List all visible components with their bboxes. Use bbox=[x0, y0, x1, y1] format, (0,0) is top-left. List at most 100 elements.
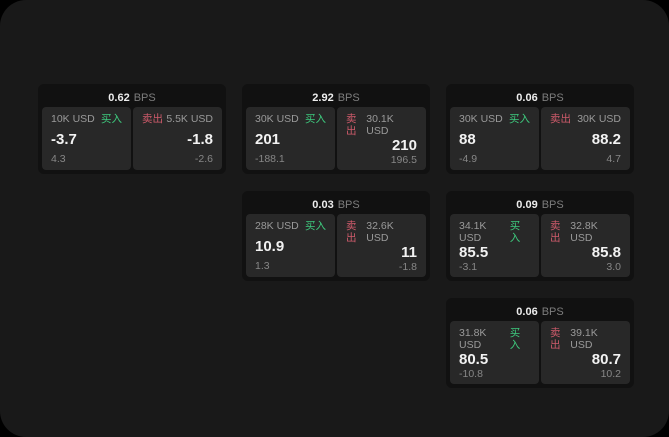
buy-notional: 10K USD bbox=[51, 113, 95, 125]
bps-header: 0.09 BPS bbox=[450, 195, 630, 214]
bps-unit: BPS bbox=[337, 198, 360, 211]
bps-unit: BPS bbox=[133, 91, 156, 104]
sell-top-row: 卖出 30.1K USD bbox=[346, 113, 417, 137]
sell-sub-value: 4.7 bbox=[606, 153, 621, 165]
buy-notional: 30K USD bbox=[459, 113, 503, 125]
quote-card: 0.06 BPS 30K USD 买入 88 -4.9 卖出 30K USD bbox=[446, 84, 634, 174]
buy-top-row: 28K USD 买入 bbox=[255, 220, 326, 232]
buy-price: 10.9 bbox=[255, 237, 285, 255]
sell-side-label: 卖出 bbox=[346, 220, 357, 244]
sell-top-row: 卖出 30K USD bbox=[550, 113, 621, 125]
bps-unit: BPS bbox=[541, 91, 564, 104]
sell-sub-value: 10.2 bbox=[600, 368, 621, 380]
buy-notional: 31.8K USD bbox=[459, 327, 487, 351]
buy-cell[interactable]: 30K USD 买入 201 -188.1 bbox=[246, 107, 335, 170]
sell-price: 88.2 bbox=[591, 130, 621, 148]
buy-side-label: 买入 bbox=[509, 327, 521, 351]
sell-cell[interactable]: 卖出 39.1K USD 80.7 10.2 bbox=[541, 321, 630, 384]
buy-price: 88 bbox=[459, 130, 476, 148]
sell-notional: 39.1K USD bbox=[570, 327, 598, 351]
sell-top-row: 卖出 39.1K USD bbox=[550, 327, 621, 351]
buy-price: 80.5 bbox=[459, 351, 489, 368]
buy-side-label: 买入 bbox=[305, 220, 326, 232]
sell-price: 80.7 bbox=[591, 351, 621, 368]
buy-notional: 30K USD bbox=[255, 113, 299, 125]
bps-value: 0.03 bbox=[312, 198, 334, 211]
sell-cell[interactable]: 卖出 32.8K USD 85.8 3.0 bbox=[541, 214, 630, 277]
buy-side-label: 买入 bbox=[305, 113, 326, 125]
buy-top-row: 30K USD 买入 bbox=[255, 113, 326, 125]
bps-unit: BPS bbox=[337, 91, 360, 104]
buy-side-label: 买入 bbox=[101, 113, 122, 125]
quote-body: 30K USD 买入 88 -4.9 卖出 30K USD 88.2 4.7 bbox=[450, 107, 630, 170]
sell-side-label: 卖出 bbox=[550, 113, 571, 125]
sell-price: -1.8 bbox=[187, 130, 213, 148]
sell-side-label: 卖出 bbox=[142, 113, 163, 125]
buy-notional: 28K USD bbox=[255, 220, 299, 232]
bps-header: 2.92 BPS bbox=[246, 88, 426, 107]
buy-sub-value: -188.1 bbox=[255, 153, 285, 165]
buy-side-label: 买入 bbox=[509, 220, 521, 244]
bps-value: 0.06 bbox=[516, 91, 538, 104]
buy-top-row: 10K USD 买入 bbox=[51, 113, 122, 125]
buy-sub-value: -4.9 bbox=[459, 153, 478, 165]
sell-sub-value: 3.0 bbox=[606, 261, 621, 273]
sell-price: 85.8 bbox=[591, 244, 621, 261]
buy-top-row: 31.8K USD 买入 bbox=[459, 327, 530, 351]
quote-body: 34.1K USD 买入 85.5 -3.1 卖出 32.8K USD 85.8… bbox=[450, 214, 630, 277]
buy-cell[interactable]: 34.1K USD 买入 85.5 -3.1 bbox=[450, 214, 539, 277]
sell-side-label: 卖出 bbox=[550, 327, 561, 351]
quote-body: 10K USD 买入 -3.7 4.3 卖出 5.5K USD -1.8 -2.… bbox=[42, 107, 222, 170]
buy-cell[interactable]: 28K USD 买入 10.9 1.3 bbox=[246, 214, 335, 277]
bps-header: 0.03 BPS bbox=[246, 195, 426, 214]
sell-notional: 30K USD bbox=[577, 113, 621, 125]
quote-card: 0.09 BPS 34.1K USD 买入 85.5 -3.1 卖出 32.8K… bbox=[446, 191, 634, 281]
sell-cell[interactable]: 卖出 30K USD 88.2 4.7 bbox=[541, 107, 630, 170]
buy-notional: 34.1K USD bbox=[459, 220, 487, 244]
sell-sub-value: -2.6 bbox=[194, 153, 213, 165]
bps-header: 0.62 BPS bbox=[42, 88, 222, 107]
buy-price: 85.5 bbox=[459, 244, 489, 261]
buy-sub-value: -3.1 bbox=[459, 261, 478, 273]
sell-top-row: 卖出 32.8K USD bbox=[550, 220, 621, 244]
sell-notional: 32.6K USD bbox=[366, 220, 394, 244]
sell-cell[interactable]: 卖出 32.6K USD 11 -1.8 bbox=[337, 214, 426, 277]
sell-side-label: 卖出 bbox=[346, 113, 357, 137]
sell-notional: 32.8K USD bbox=[570, 220, 598, 244]
quote-card: 0.62 BPS 10K USD 买入 -3.7 4.3 卖出 5.5K USD bbox=[38, 84, 226, 174]
sell-price: 11 bbox=[401, 244, 417, 261]
bps-value: 0.62 bbox=[108, 91, 130, 104]
bps-unit: BPS bbox=[541, 198, 564, 211]
sell-notional: 5.5K USD bbox=[166, 113, 213, 125]
bps-header: 0.06 BPS bbox=[450, 88, 630, 107]
quote-card: 0.06 BPS 31.8K USD 买入 80.5 -10.8 卖出 39.1… bbox=[446, 298, 634, 388]
buy-cell[interactable]: 10K USD 买入 -3.7 4.3 bbox=[42, 107, 131, 170]
buy-cell[interactable]: 30K USD 买入 88 -4.9 bbox=[450, 107, 539, 170]
quote-body: 28K USD 买入 10.9 1.3 卖出 32.6K USD 11 -1.8 bbox=[246, 214, 426, 277]
buy-sub-value: -10.8 bbox=[459, 368, 483, 380]
bps-value: 0.06 bbox=[516, 305, 538, 318]
buy-price: -3.7 bbox=[51, 130, 77, 148]
quote-body: 30K USD 买入 201 -188.1 卖出 30.1K USD 210 1… bbox=[246, 107, 426, 170]
quote-card: 2.92 BPS 30K USD 买入 201 -188.1 卖出 30.1K … bbox=[242, 84, 430, 174]
buy-cell[interactable]: 31.8K USD 买入 80.5 -10.8 bbox=[450, 321, 539, 384]
quote-card: 0.03 BPS 28K USD 买入 10.9 1.3 卖出 32.6K US… bbox=[242, 191, 430, 281]
sell-price: 210 bbox=[391, 137, 417, 154]
quote-grid: 0.62 BPS 10K USD 买入 -3.7 4.3 卖出 5.5K USD bbox=[38, 84, 634, 388]
sell-top-row: 卖出 32.6K USD bbox=[346, 220, 417, 244]
buy-top-row: 30K USD 买入 bbox=[459, 113, 530, 125]
sell-cell[interactable]: 卖出 5.5K USD -1.8 -2.6 bbox=[133, 107, 222, 170]
bps-value: 0.09 bbox=[516, 198, 538, 211]
sell-cell[interactable]: 卖出 30.1K USD 210 196.5 bbox=[337, 107, 426, 170]
buy-side-label: 买入 bbox=[509, 113, 530, 125]
buy-top-row: 34.1K USD 买入 bbox=[459, 220, 530, 244]
buy-price: 201 bbox=[255, 130, 281, 148]
bps-value: 2.92 bbox=[312, 91, 334, 104]
sell-side-label: 卖出 bbox=[550, 220, 561, 244]
buy-sub-value: 4.3 bbox=[51, 153, 66, 165]
sell-sub-value: 196.5 bbox=[390, 154, 417, 166]
bps-unit: BPS bbox=[541, 305, 564, 318]
bps-header: 0.06 BPS bbox=[450, 302, 630, 321]
sell-sub-value: -1.8 bbox=[398, 261, 417, 273]
